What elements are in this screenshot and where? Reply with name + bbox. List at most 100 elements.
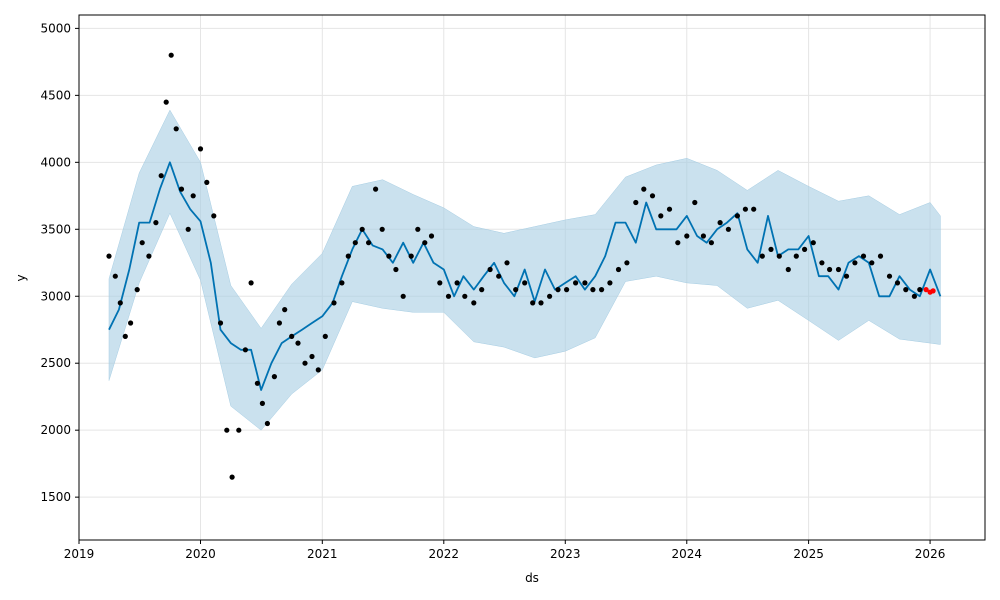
x-tick-label: 2021 <box>307 547 338 561</box>
observation-point <box>242 347 248 353</box>
observation-point <box>785 266 791 273</box>
x-tick-label: 2024 <box>671 547 702 561</box>
y-tick-label: 1500 <box>40 490 71 504</box>
observation-point <box>106 253 112 259</box>
observation-point <box>454 280 460 286</box>
observation-point <box>331 300 337 306</box>
observation-point <box>163 99 169 105</box>
observation-point <box>564 287 570 293</box>
observation-point <box>173 126 179 132</box>
observation-point <box>271 374 277 380</box>
observation-point <box>128 320 134 326</box>
observation-point <box>190 193 196 199</box>
observation-point <box>122 333 128 339</box>
observation-point <box>759 253 765 259</box>
observation-point <box>345 253 351 259</box>
observation-point <box>408 253 414 259</box>
y-axis-title: y <box>14 274 28 281</box>
x-tick-label: 2022 <box>429 547 460 561</box>
observation-point <box>911 293 918 299</box>
x-axis-title: ds <box>525 571 539 585</box>
grid-layer <box>78 15 985 540</box>
x-tick-label: 2020 <box>185 547 216 561</box>
recent-observation-point <box>930 288 936 294</box>
observation-point <box>708 240 715 246</box>
observation-point <box>248 280 254 286</box>
observation-point <box>496 273 502 279</box>
observation-point <box>776 253 782 259</box>
observation-point <box>386 253 392 259</box>
observation-point <box>607 280 613 286</box>
observation-point <box>819 260 825 266</box>
plot-frame <box>78 14 986 541</box>
observation-point <box>400 293 406 299</box>
observation-point <box>315 367 321 373</box>
observation-point <box>276 320 282 326</box>
observation-point <box>168 52 174 58</box>
observation-point <box>153 220 159 226</box>
observation-point <box>134 287 140 293</box>
observation-point <box>734 213 741 219</box>
observation-point <box>339 280 345 286</box>
observation-point <box>742 206 749 212</box>
observation-point <box>462 293 468 299</box>
observation-point <box>487 266 493 273</box>
observation-point <box>211 213 217 219</box>
observation-point <box>869 260 875 266</box>
observation-point <box>666 206 673 212</box>
observation-point <box>185 226 191 232</box>
observation-point <box>264 420 270 427</box>
y-tick-label: 5000 <box>40 21 71 35</box>
y-tick-label: 3500 <box>40 222 71 236</box>
observation-point <box>700 233 707 239</box>
observation-point <box>139 240 145 246</box>
observation-point <box>894 280 901 286</box>
observation-point <box>658 213 664 219</box>
observation-point <box>573 280 579 286</box>
observation-point <box>827 266 833 273</box>
observation-point <box>217 320 224 326</box>
observation-point <box>599 287 605 293</box>
observation-point <box>802 246 808 252</box>
observation-point <box>886 273 893 279</box>
observation-point <box>917 287 923 293</box>
y-tick-label: 4500 <box>40 88 71 102</box>
observation-point <box>158 173 164 179</box>
observation-point <box>877 253 884 259</box>
observation-point <box>624 260 630 266</box>
observation-point <box>538 300 544 306</box>
observation-point <box>437 280 443 286</box>
observation-point <box>903 287 909 293</box>
observation-point <box>295 340 301 346</box>
y-tick-label: 4000 <box>40 155 71 169</box>
observation-point <box>178 186 185 192</box>
observation-point <box>146 253 152 259</box>
observation-point <box>530 300 536 306</box>
observation-point <box>793 253 799 259</box>
observation-point <box>504 260 510 266</box>
observation-point <box>555 287 561 293</box>
observation-point <box>852 260 858 266</box>
observation-point <box>302 360 308 366</box>
observation-point <box>204 179 210 185</box>
observation-point <box>522 280 528 286</box>
observation-point <box>117 300 123 306</box>
observation-point <box>282 307 288 313</box>
observation-point <box>633 199 639 206</box>
x-tick-label: 2019 <box>64 547 95 561</box>
observation-point <box>717 220 723 226</box>
observation-point <box>309 353 315 360</box>
observation-point <box>352 240 358 246</box>
observation-point <box>254 380 260 386</box>
observation-point <box>471 300 477 306</box>
y-tick-label: 3000 <box>40 289 71 303</box>
observation-point <box>725 226 732 232</box>
observation-point <box>675 240 681 246</box>
observation-point <box>428 233 435 239</box>
observation-point <box>236 427 242 433</box>
observation-point <box>259 400 265 406</box>
observation-point <box>860 253 867 259</box>
x-tick-label: 2023 <box>550 547 581 561</box>
observation-point <box>835 266 842 273</box>
